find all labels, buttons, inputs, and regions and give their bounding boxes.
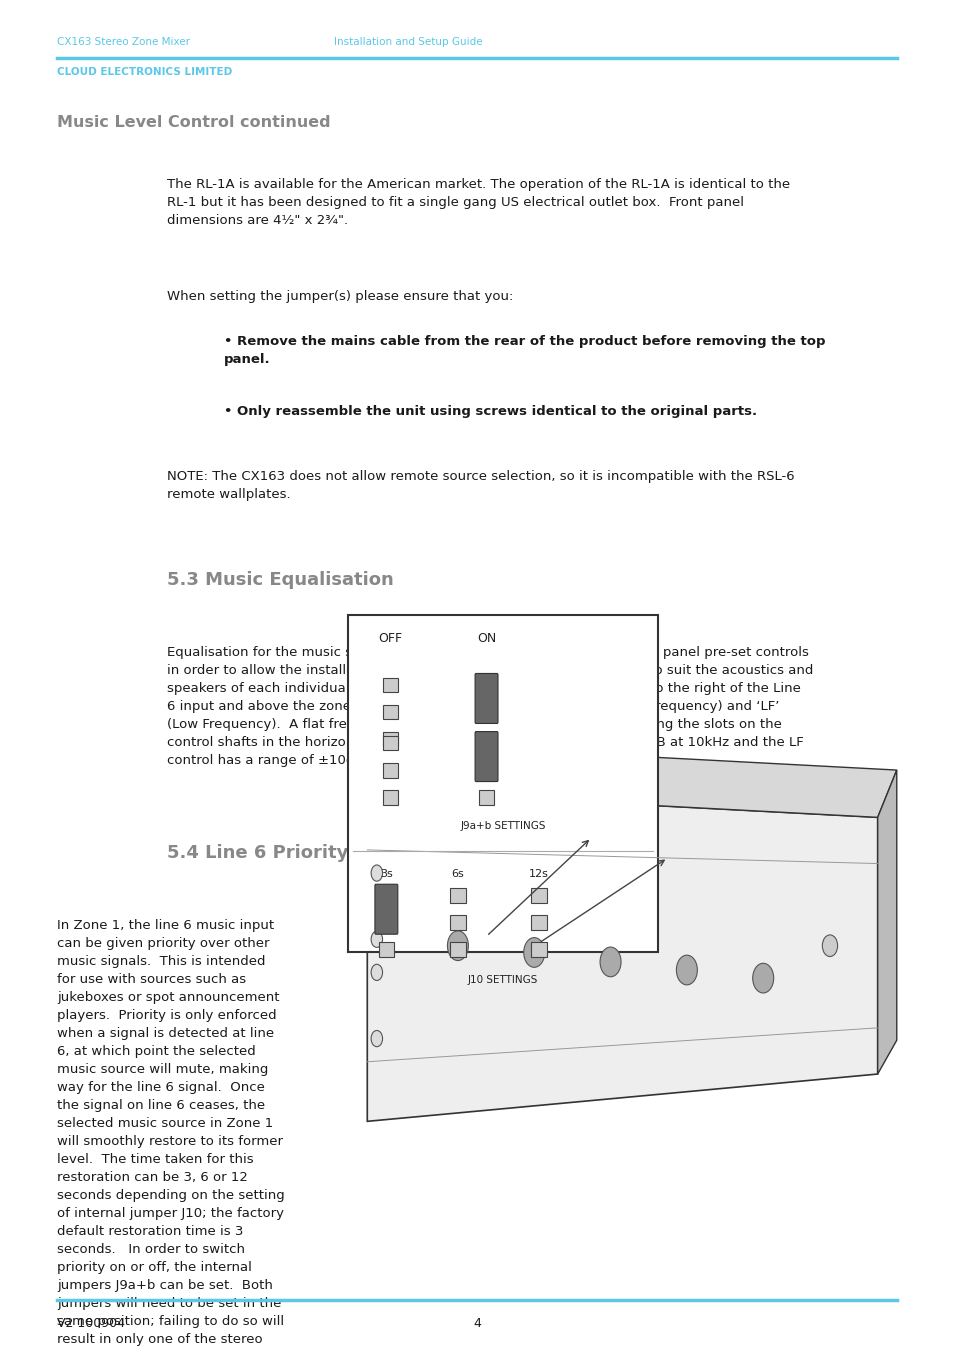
Text: Installation and Setup Guide: Installation and Setup Guide xyxy=(334,38,482,47)
Text: J10 SETTINGS: J10 SETTINGS xyxy=(468,975,537,985)
Text: The RL-1A is available for the American market. The operation of the RL-1A is id: The RL-1A is available for the American … xyxy=(167,178,789,227)
Bar xyxy=(382,735,397,750)
FancyBboxPatch shape xyxy=(475,731,497,781)
Text: J9a+b SETTINGS: J9a+b SETTINGS xyxy=(460,821,545,831)
Circle shape xyxy=(371,1031,382,1047)
Bar xyxy=(450,943,465,957)
Text: V2 100904: V2 100904 xyxy=(57,1317,125,1331)
Circle shape xyxy=(371,865,382,881)
FancyBboxPatch shape xyxy=(475,673,497,724)
Bar xyxy=(378,889,394,902)
Circle shape xyxy=(371,965,382,981)
Text: 5.4 Line 6 Priority: 5.4 Line 6 Priority xyxy=(167,844,348,862)
Text: 12s: 12s xyxy=(529,869,548,878)
Bar xyxy=(478,705,494,719)
FancyBboxPatch shape xyxy=(348,615,658,952)
Polygon shape xyxy=(367,790,877,1121)
Bar xyxy=(382,762,397,778)
Bar xyxy=(478,789,494,804)
Text: 6s: 6s xyxy=(451,869,464,878)
Text: 4: 4 xyxy=(473,1317,480,1331)
Bar xyxy=(450,916,465,929)
Polygon shape xyxy=(367,743,896,817)
Bar xyxy=(378,916,394,929)
Bar xyxy=(531,916,546,929)
Text: OFF: OFF xyxy=(377,632,402,646)
Circle shape xyxy=(523,938,544,967)
Bar xyxy=(478,735,494,750)
Bar xyxy=(478,678,494,692)
Text: CX163 Stereo Zone Mixer: CX163 Stereo Zone Mixer xyxy=(57,38,190,47)
Text: ON: ON xyxy=(476,632,496,646)
Text: Music Level Control continued: Music Level Control continued xyxy=(57,115,331,130)
Circle shape xyxy=(821,935,837,957)
Text: NOTE: The CX163 does not allow remote source selection, so it is incompatible wi: NOTE: The CX163 does not allow remote so… xyxy=(167,470,794,501)
Text: • Only reassemble the unit using screws identical to the original parts.: • Only reassemble the unit using screws … xyxy=(224,405,757,419)
Text: 3s: 3s xyxy=(379,869,393,878)
Text: • Remove the mains cable from the rear of the product before removing the top
pa: • Remove the mains cable from the rear o… xyxy=(224,335,825,366)
Bar xyxy=(478,732,494,746)
Bar xyxy=(382,732,397,746)
Bar xyxy=(478,762,494,778)
FancyBboxPatch shape xyxy=(375,884,397,935)
Bar xyxy=(450,889,465,902)
Bar xyxy=(378,943,394,957)
Bar xyxy=(531,889,546,902)
Text: In Zone 1, the line 6 music input
can be given priority over other
music signals: In Zone 1, the line 6 music input can be… xyxy=(57,919,285,1351)
Circle shape xyxy=(447,931,468,961)
Text: CLOUD ELECTRONICS LIMITED: CLOUD ELECTRONICS LIMITED xyxy=(57,68,233,77)
Circle shape xyxy=(752,963,773,993)
Circle shape xyxy=(599,947,620,977)
Bar xyxy=(531,943,546,957)
Bar xyxy=(382,678,397,692)
Circle shape xyxy=(676,955,697,985)
Circle shape xyxy=(371,931,382,947)
Text: 5.3 Music Equalisation: 5.3 Music Equalisation xyxy=(167,571,394,589)
Bar xyxy=(382,705,397,719)
Polygon shape xyxy=(877,770,896,1074)
Bar xyxy=(382,789,397,804)
Text: When setting the jumper(s) please ensure that you:: When setting the jumper(s) please ensure… xyxy=(167,290,513,304)
Text: Equalisation for the music signals treble and bass is provided via the rear pane: Equalisation for the music signals trebl… xyxy=(167,646,813,767)
